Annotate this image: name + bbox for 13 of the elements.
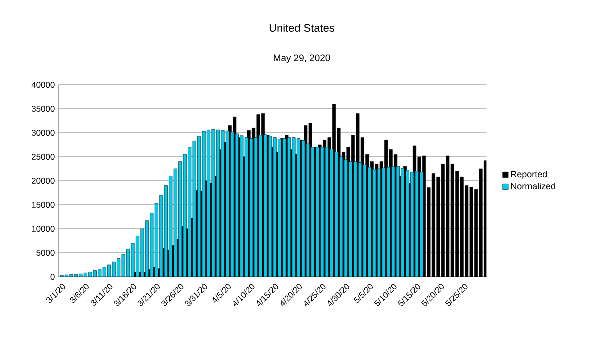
y-tick-label: 5000 <box>36 250 55 256</box>
y-tick-label: 25000 <box>32 154 55 160</box>
legend-label: Normalized <box>511 182 556 190</box>
y-tick-label: 35000 <box>32 106 55 112</box>
chart-subtitle: May 29, 2020 <box>274 54 330 64</box>
y-tick-label: 40000 <box>32 82 55 88</box>
y-tick-label: 20000 <box>32 178 55 184</box>
y-tick-label: 0 <box>50 274 55 280</box>
legend-label: Reported <box>511 171 547 180</box>
y-tick-label: 15000 <box>32 202 55 208</box>
y-tick-label: 30000 <box>32 130 55 136</box>
chart-title: United States <box>270 24 334 32</box>
y-tick-label: 10000 <box>32 226 55 232</box>
